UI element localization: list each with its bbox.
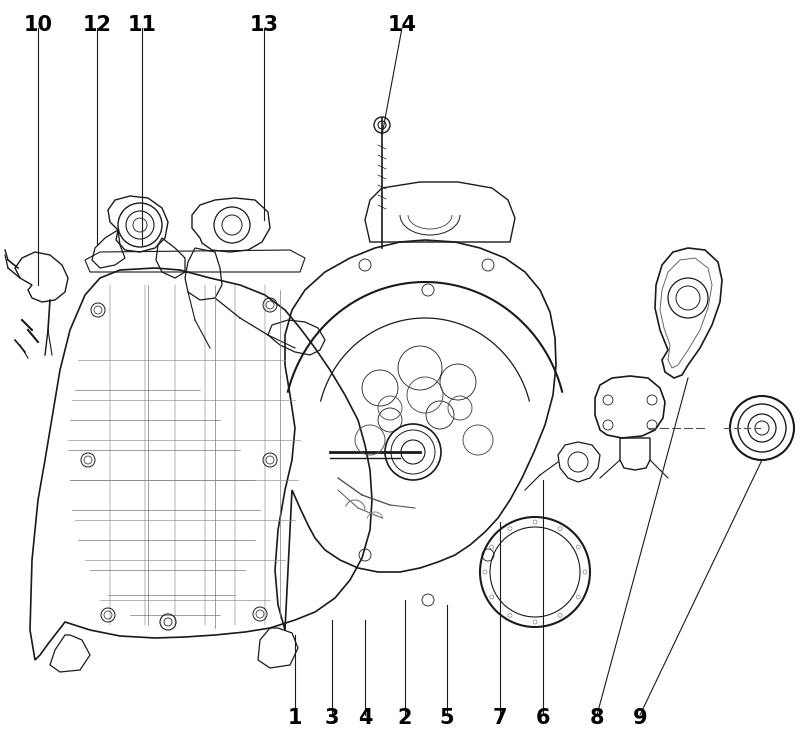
Text: 12: 12 — [82, 15, 111, 35]
Text: 10: 10 — [23, 15, 53, 35]
Text: 3: 3 — [325, 708, 339, 728]
Text: 1: 1 — [288, 708, 302, 728]
Text: 6: 6 — [536, 708, 550, 728]
Text: 13: 13 — [250, 15, 278, 35]
Text: 9: 9 — [633, 708, 647, 728]
Text: 5: 5 — [440, 708, 454, 728]
Text: 7: 7 — [493, 708, 507, 728]
Text: 2: 2 — [398, 708, 412, 728]
Text: 8: 8 — [590, 708, 604, 728]
Text: 4: 4 — [358, 708, 372, 728]
Text: 11: 11 — [127, 15, 157, 35]
Text: 14: 14 — [387, 15, 417, 35]
